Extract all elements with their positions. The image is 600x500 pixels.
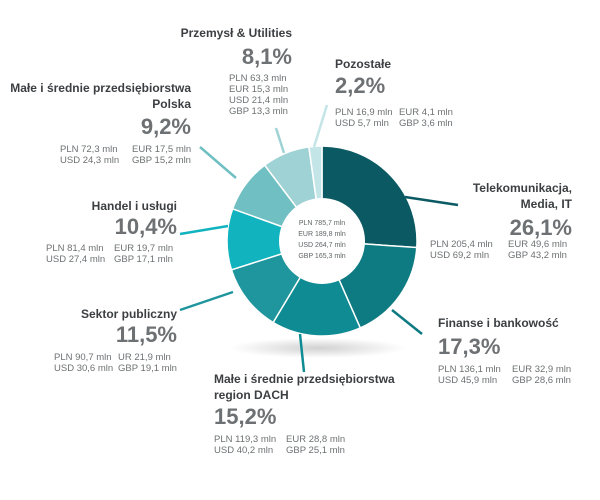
center-totals: PLN 785,7 mln EUR 189,8 mln USD 264,7 mln G… [298, 220, 346, 260]
segment-name: Małe i średnie przedsiębiorstwa [10, 81, 191, 95]
segment-value: PLN 16,9 mln [335, 107, 393, 118]
pie-slice-2 [272, 239, 362, 337]
segment-percent: 8,1% [242, 44, 292, 69]
segment-value: GBP 19,1 mln [118, 363, 177, 374]
segment-name: region DACH [214, 388, 289, 402]
segment-value: USD 30,6 mln [54, 363, 113, 374]
segment-value: USD 27,4 mln [46, 254, 105, 265]
segment-name: Pozostałe [335, 57, 391, 71]
segment-label-2: Małe i średnie przedsiębiorstwa region DA… [214, 372, 395, 456]
segment-value: USD 24,3 mln [60, 155, 119, 166]
segment-value: EUR 15,3 mln [229, 84, 288, 95]
segment-percent: 26,1% [510, 215, 572, 240]
segment-value: EUR 32,9 mln [512, 364, 571, 375]
center-total-3: GBP 165,3 mln [298, 253, 345, 260]
segment-value: GBP 13,3 mln [229, 106, 288, 117]
segment-value: PLN 72,3 mln [60, 144, 118, 155]
segment-value: EUR 49,6 mln [508, 239, 567, 250]
leader-lines [179, 104, 459, 373]
leader-line-6 [274, 127, 286, 154]
segment-value: PLN 119,3 mln [214, 434, 276, 445]
segment-value: UR 21,9 mln [118, 352, 171, 363]
leader-line-2 [298, 333, 306, 373]
segment-value: EUR 28,8 mln [286, 434, 345, 445]
leader-line-4 [179, 224, 229, 236]
segment-name: Finanse i bankowość [438, 316, 559, 330]
segment-percent: 17,3% [438, 334, 500, 359]
segment-label-7: Pozostałe 2,2% PLN 16,9 mln EUR 4,1 mln USD … [335, 57, 453, 129]
segment-percent: 10,4% [115, 214, 177, 239]
pie-center-hole [279, 198, 365, 284]
center-total-0: PLN 785,7 mln [299, 220, 345, 227]
segment-value: EUR 17,5 mln [132, 144, 191, 155]
segment-percent: 11,5% [116, 322, 177, 347]
segment-value: PLN 136,1 mln [438, 364, 501, 375]
center-total-1: EUR 189,8 mln [298, 231, 346, 238]
segment-value: EUR 19,7 mln [114, 243, 173, 254]
segment-name: Telekomunikacja, [473, 181, 572, 195]
segment-value: EUR 4,1 mln [399, 107, 453, 118]
segment-label-5: Małe i średnie przedsiębiorstwa Polska 9,2… [10, 81, 191, 166]
segment-value: PLN 81,4 mln [46, 243, 104, 254]
segment-percent: 2,2% [335, 73, 385, 98]
segment-value: USD 21,4 mln [229, 95, 288, 106]
segment-value: USD 69,2 mln [430, 250, 489, 261]
segment-name: Handel i usługi [92, 199, 177, 213]
segment-value: PLN 90,7 mln [54, 352, 112, 363]
segment-label-6: Przemysł & Utilities 8,1% PLN 63,3 mlnEUR … [181, 26, 293, 117]
segment-value: USD 45,9 mln [438, 375, 497, 386]
chart-shadow [230, 338, 406, 358]
segment-value: GBP 17,1 mln [114, 254, 173, 265]
segment-value: GBP 25,1 mln [286, 445, 345, 456]
leader-line-3 [179, 290, 234, 312]
center-total-2: USD 264,7 mln [298, 242, 346, 249]
segment-value: GBP 28,6 mln [512, 375, 571, 386]
segment-name: Sektor publiczny [81, 307, 177, 321]
leader-line-5 [199, 146, 237, 179]
segment-name: Małe i średnie przedsiębiorstwa [214, 372, 395, 386]
segment-name: Polska [152, 97, 191, 111]
segment-value: USD 5,7 mln [335, 118, 389, 129]
segment-value: GBP 43,2 mln [508, 250, 567, 261]
segment-name: Przemysł & Utilities [181, 26, 293, 40]
segment-percent: 15,2% [214, 404, 276, 429]
segment-labels: Telekomunikacja, Media, IT 26,1% PLN 205,4 … [10, 26, 572, 456]
segment-percent: 9,2% [141, 114, 191, 139]
segment-value: GBP 3,6 mln [399, 118, 453, 129]
segment-name: Media, IT [521, 197, 573, 211]
leader-line-1 [391, 309, 423, 335]
leader-line-0 [404, 195, 459, 207]
segment-label-1: Finanse i bankowość 17,3% PLN 136,1 mln EUR… [438, 316, 571, 386]
segment-value: GBP 15,2 mln [132, 155, 191, 166]
leader-line-7 [312, 104, 329, 148]
segment-value: PLN 63,3 mln [229, 73, 287, 84]
segment-value: USD 40,2 mln [214, 445, 273, 456]
segment-label-0: Telekomunikacja, Media, IT 26,1% PLN 205,4 … [430, 181, 573, 261]
segment-value: PLN 205,4 mln [430, 239, 493, 250]
